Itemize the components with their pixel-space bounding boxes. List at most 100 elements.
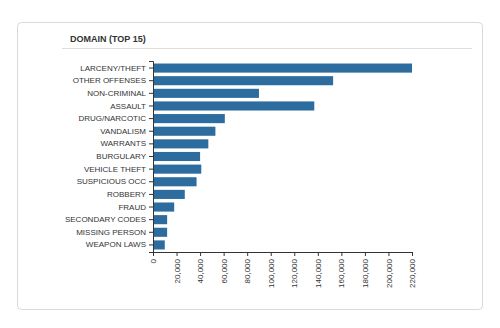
bar bbox=[153, 240, 165, 249]
bar bbox=[153, 202, 174, 211]
x-tick-label: 60,000 bbox=[220, 258, 229, 283]
y-tick-label: ROBBERY bbox=[107, 190, 147, 199]
x-tick-mark bbox=[200, 252, 201, 256]
y-tick-label: VANDALISM bbox=[100, 127, 146, 136]
bar bbox=[153, 139, 208, 148]
x-tick-label: 160,000 bbox=[337, 258, 346, 287]
y-tick: WARRANTS bbox=[101, 139, 153, 148]
bar bbox=[153, 114, 225, 123]
y-tick-label: NON-CRIMINAL bbox=[87, 89, 146, 98]
x-tick-mark bbox=[247, 252, 248, 256]
y-tick: DRUG/NARCOTIC bbox=[78, 114, 153, 123]
x-tick: 20,000 bbox=[173, 252, 182, 283]
y-tick-mark bbox=[149, 207, 153, 208]
x-tick-mark bbox=[294, 252, 295, 256]
y-tick: FRAUD bbox=[118, 203, 153, 212]
y-tick: ASSAULT bbox=[110, 102, 153, 111]
y-tick-mark bbox=[149, 105, 153, 106]
card-frame bbox=[18, 23, 483, 310]
x-tick-label: 140,000 bbox=[314, 258, 323, 287]
y-tick: ROBBERY bbox=[107, 190, 153, 199]
y-tick-label: WARRANTS bbox=[101, 139, 146, 148]
y-tick: SUSPICIOUS OCC bbox=[77, 177, 153, 186]
y-axis-line bbox=[149, 62, 154, 253]
y-tick-label: SUSPICIOUS OCC bbox=[77, 177, 147, 186]
x-tick-mark bbox=[224, 252, 225, 256]
y-tick-mark bbox=[149, 143, 153, 144]
y-tick-mark bbox=[149, 219, 153, 220]
x-tick-label: 20,000 bbox=[173, 258, 182, 283]
x-tick: 200,000 bbox=[385, 252, 394, 288]
x-tick-mark bbox=[341, 252, 342, 256]
bars bbox=[153, 64, 412, 250]
y-tick: VANDALISM bbox=[100, 127, 153, 136]
y-tick-mark bbox=[149, 169, 153, 170]
bar bbox=[153, 215, 167, 224]
y-tick-mark bbox=[149, 68, 153, 69]
x-tick: 120,000 bbox=[290, 252, 299, 288]
y-tick-mark bbox=[149, 156, 153, 157]
y-tick-mark bbox=[149, 80, 153, 81]
x-tick: 40,000 bbox=[196, 252, 205, 283]
x-axis: 0 20,000 40,000 60,000 80,000 100,000 120,000 1… bbox=[149, 252, 417, 288]
bar bbox=[153, 64, 412, 73]
y-tick-mark bbox=[149, 244, 153, 245]
y-tick-label: ASSAULT bbox=[110, 102, 146, 111]
y-tick-label: SECONDARY CODES bbox=[65, 215, 146, 224]
bar bbox=[153, 127, 215, 136]
x-tick: 180,000 bbox=[361, 252, 370, 288]
y-tick: LARCENY/THEFT bbox=[80, 64, 153, 73]
bar bbox=[153, 101, 314, 110]
x-tick-label: 220,000 bbox=[408, 258, 417, 287]
x-tick-label: 180,000 bbox=[361, 258, 370, 287]
y-tick-label: FRAUD bbox=[118, 203, 146, 212]
y-tick-mark bbox=[149, 118, 153, 119]
y-tick: VEHICLE THEFT bbox=[84, 165, 153, 174]
y-tick-mark bbox=[149, 93, 153, 94]
x-tick: 60,000 bbox=[220, 252, 229, 283]
x-tick: 100,000 bbox=[267, 252, 276, 288]
y-tick-mark bbox=[149, 232, 153, 233]
y-axis: LARCENY/THEFT OTHER OFFENSES NON-CRIMINAL A… bbox=[65, 62, 154, 253]
y-tick: BURGULARY bbox=[96, 152, 153, 161]
y-tick-mark bbox=[149, 181, 153, 182]
y-tick: WEAPON LAWS bbox=[86, 240, 153, 249]
bar bbox=[153, 152, 200, 161]
y-tick: MISSING PERSON bbox=[76, 228, 153, 237]
y-tick-label: OTHER OFFENSES bbox=[73, 76, 146, 85]
y-tick: OTHER OFFENSES bbox=[73, 76, 153, 85]
bar bbox=[153, 228, 167, 237]
x-tick-label: 0 bbox=[149, 258, 158, 263]
y-tick-label: VEHICLE THEFT bbox=[84, 165, 146, 174]
x-tick-label: 120,000 bbox=[290, 258, 299, 287]
y-tick: NON-CRIMINAL bbox=[87, 89, 153, 98]
x-tick-label: 100,000 bbox=[267, 258, 276, 287]
x-tick-mark bbox=[388, 252, 389, 256]
x-tick-mark bbox=[365, 252, 366, 256]
x-tick: 80,000 bbox=[243, 252, 252, 283]
y-tick-mark bbox=[149, 131, 153, 132]
y-tick-label: DRUG/NARCOTIC bbox=[78, 114, 146, 123]
x-tick-mark bbox=[177, 252, 178, 256]
y-tick-label: MISSING PERSON bbox=[76, 228, 146, 237]
bar bbox=[153, 165, 201, 174]
y-tick-label: LARCENY/THEFT bbox=[80, 64, 146, 73]
x-tick: 0 bbox=[149, 252, 158, 263]
y-tick-mark bbox=[149, 194, 153, 195]
x-tick: 140,000 bbox=[314, 252, 323, 288]
bar bbox=[153, 190, 185, 199]
y-tick-label: BURGULARY bbox=[96, 152, 146, 161]
x-tick-label: 80,000 bbox=[243, 258, 252, 283]
y-tick-label: WEAPON LAWS bbox=[86, 240, 146, 249]
x-tick: 220,000 bbox=[408, 252, 417, 288]
bar bbox=[153, 177, 197, 186]
title-rule bbox=[62, 48, 472, 49]
chart-svg: DOMAIN (TOP 15) 0 20,000 40,000 60,000 80,000… bbox=[0, 0, 500, 328]
x-axis-line bbox=[154, 253, 413, 257]
chart-title: DOMAIN (TOP 15) bbox=[70, 34, 146, 44]
x-tick-label: 40,000 bbox=[196, 258, 205, 283]
x-tick-mark bbox=[412, 252, 413, 256]
x-tick-mark bbox=[271, 252, 272, 256]
bar bbox=[153, 76, 333, 85]
y-tick: SECONDARY CODES bbox=[65, 215, 153, 224]
